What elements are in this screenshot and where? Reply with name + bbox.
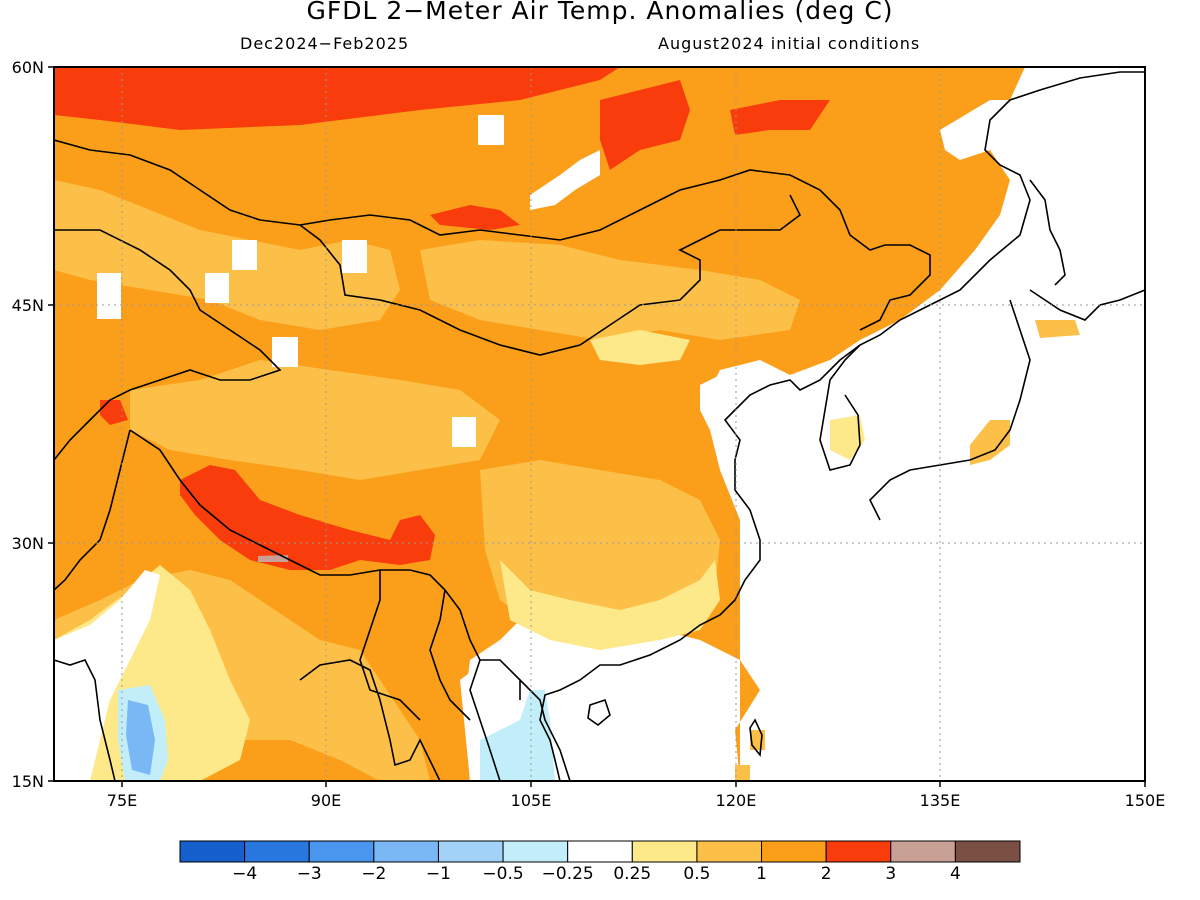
gridlines <box>54 67 1145 781</box>
coastline-korea <box>819 344 861 471</box>
colorbar-swatch <box>502 840 569 863</box>
colorbar-swatch <box>890 840 956 863</box>
colorbar-label: 1 <box>756 864 767 884</box>
colorbar-label: −1 <box>425 864 451 884</box>
anomaly-region-near-zero-india <box>54 570 160 781</box>
colorbar-swatch <box>308 840 375 863</box>
colorbar-swatch <box>244 840 310 863</box>
anomaly-region-negative-india-core <box>126 700 155 775</box>
lon-label-90e: 90E <box>311 791 341 810</box>
colorbar-label: −0.5 <box>482 864 524 884</box>
anomaly-region-negative-indochina <box>480 690 555 781</box>
anomaly-region-3-4-himalaya <box>258 555 288 562</box>
colorbar-swatch <box>437 840 504 863</box>
anomaly-region-0p25-0p5-inner-mongolia <box>590 330 690 365</box>
colorbar-swatch <box>567 840 633 863</box>
forecast-period: Dec2024−Feb2025 <box>240 34 410 53</box>
lake-cell-baikal <box>530 150 600 210</box>
lon-label-75e: 75E <box>107 791 137 810</box>
colorbar-label: −3 <box>296 864 322 884</box>
coastline-japan <box>869 289 1145 521</box>
colorbar-swatch <box>954 840 1021 863</box>
border-myanmar <box>359 570 471 721</box>
colorbar-label: −4 <box>232 864 258 884</box>
coastline-taiwan <box>749 718 763 758</box>
lake-cell-siberia <box>478 115 504 145</box>
anomaly-region-0p5-1-mongolia <box>420 240 800 340</box>
anomaly-region-near-zero-okhotsk <box>940 100 1010 160</box>
lake-cell-issyk <box>272 337 298 367</box>
anomaly-region-0p5-1-taiwan <box>750 730 765 750</box>
map-frame <box>53 66 1146 782</box>
colorbar-label: 0.25 <box>613 864 652 884</box>
anomaly-region-0p25-0p5-south-china <box>500 560 720 650</box>
anomaly-region-near-zero-east <box>465 67 1145 781</box>
colorbar-label: 2 <box>820 864 832 884</box>
colorbar-swatch <box>631 840 698 863</box>
lake-cell-balkhash <box>205 273 229 303</box>
anomaly-region-2-3-altai <box>430 205 520 230</box>
tick-marks <box>48 66 1146 787</box>
anomaly-region-0p25-0p5-korea <box>830 415 865 460</box>
lat-label-60n: 60N <box>12 58 44 77</box>
lake-cell-uvs <box>342 240 367 273</box>
anomaly-region-2-3-east-siberia <box>730 100 830 135</box>
anomaly-region-2-3-baikal <box>600 80 690 170</box>
anomaly-fill-layer <box>54 67 1145 781</box>
colorbar-label: −2 <box>361 864 387 884</box>
anomaly-region-0p5-1-japan <box>970 420 1010 465</box>
colorbar-label: 3 <box>885 864 897 884</box>
border-central-asia <box>54 229 282 461</box>
lat-label-45n: 45N <box>12 296 44 315</box>
lon-label-105e: 105E <box>511 791 552 810</box>
initial-conditions: August2024 initial conditions <box>658 34 921 53</box>
anomaly-region-0p5-1-luzon <box>735 765 750 781</box>
lake-cell-balkhash-west <box>97 273 121 319</box>
coastline-layer <box>54 71 1145 781</box>
lon-label-150e: 150E <box>1125 791 1166 810</box>
anomaly-region-0p5-1-tibet <box>130 360 500 480</box>
lat-label-15n: 15N <box>12 772 44 791</box>
border-russia-china <box>54 139 931 331</box>
colorbar-swatch <box>696 840 763 863</box>
colorbar-label: 0.5 <box>683 864 711 884</box>
lake-cell-zaysan <box>232 240 257 270</box>
border-india-pak <box>54 429 131 591</box>
lake-cell-qinghai <box>452 417 476 447</box>
anomaly-region-0p5-1-kazakh <box>54 180 400 330</box>
anomaly-region-2-3-siberia <box>54 67 620 130</box>
coastline-sakhalin <box>1029 179 1066 286</box>
colorbar-swatch <box>761 840 827 863</box>
map-title: GFDL 2−Meter Air Temp. Anomalies (deg C) <box>306 0 894 25</box>
colorbar-swatch <box>179 840 246 863</box>
colorbar-swatch <box>825 840 892 863</box>
colorbar-label: −0.25 <box>541 864 594 884</box>
colorbar <box>179 840 1021 863</box>
border-mongolia <box>299 194 802 356</box>
lat-label-30n: 30N <box>12 534 44 553</box>
colorbar-swatch <box>373 840 439 863</box>
anomaly-region-2-3-pamir <box>100 400 128 425</box>
coastline-india <box>54 659 441 781</box>
colorbar-label: 4 <box>949 864 961 884</box>
coastline-hainan <box>587 698 611 727</box>
coastline-east-asia <box>539 71 1145 781</box>
anomaly-region-0p5-1-hokkaido <box>1035 320 1080 338</box>
lon-label-120e: 120E <box>716 791 757 810</box>
border-vietnam-laos <box>469 659 571 781</box>
anomaly-region-2-3-himalaya <box>180 465 435 570</box>
lon-label-135e: 135E <box>920 791 961 810</box>
